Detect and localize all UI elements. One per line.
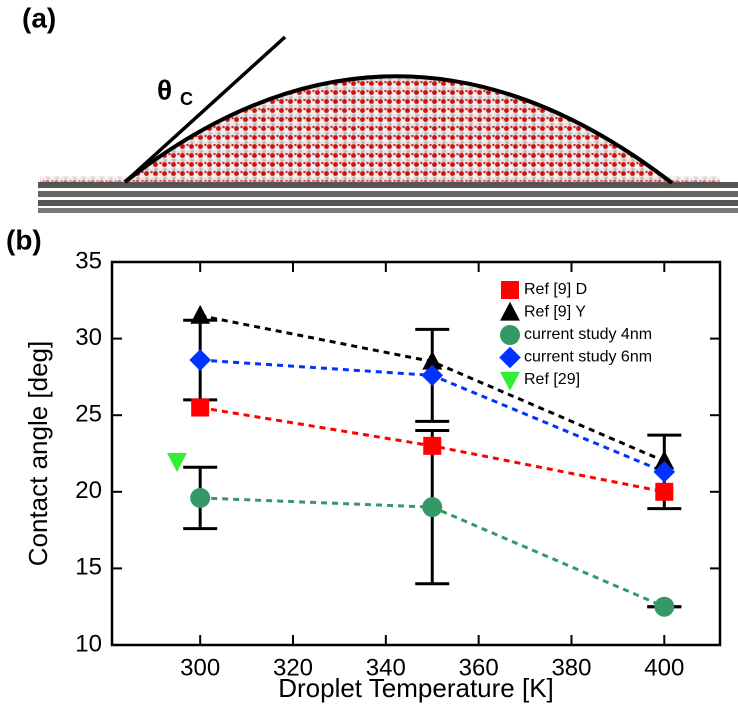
- x-tick-label: 340: [366, 654, 406, 681]
- marker: [421, 364, 444, 387]
- legend-marker: [501, 281, 519, 299]
- x-tick-label: 360: [459, 654, 499, 681]
- y-tick-label: 30: [75, 324, 102, 351]
- substrate: [38, 182, 738, 188]
- marker: [654, 450, 675, 470]
- x-tick-label: 400: [644, 654, 684, 681]
- x-tick-label: 320: [273, 654, 313, 681]
- y-tick-label: 35: [75, 247, 102, 274]
- marker: [190, 487, 211, 508]
- substrate: [38, 208, 738, 213]
- marker: [189, 349, 211, 371]
- marker: [655, 482, 674, 501]
- marker: [654, 596, 675, 617]
- substrate: [38, 200, 738, 206]
- marker: [423, 436, 442, 455]
- x-tick-label: 380: [551, 654, 591, 681]
- panel-a: (a) θ C: [22, 2, 738, 213]
- marker: [653, 461, 676, 483]
- theta-label: θ: [157, 74, 172, 105]
- legend-label: current study 4nm: [524, 326, 652, 343]
- y-axis-label: Contact angle [deg]: [23, 341, 53, 567]
- y-tick-label: 20: [75, 477, 102, 504]
- marker: [167, 453, 187, 472]
- legend-marker: [500, 325, 520, 345]
- legend-label: current study 6nm: [524, 349, 652, 366]
- legend-label: Ref [9] D: [524, 281, 587, 298]
- legend-marker: [500, 301, 520, 321]
- film: [40, 176, 720, 182]
- y-tick-label: 15: [75, 554, 102, 581]
- legend-label: Ref [9] Y: [524, 304, 586, 321]
- plot-frame: [110, 260, 722, 647]
- panel-label: (a): [22, 2, 56, 33]
- x-tick-label: 300: [180, 654, 220, 681]
- marker: [422, 350, 443, 370]
- substrate: [38, 191, 738, 197]
- legend-label: Ref [29]: [524, 371, 580, 388]
- contact-arc: [123, 74, 674, 185]
- legend-marker: [500, 371, 520, 391]
- tangent-line: [123, 35, 287, 184]
- legend-marker: [499, 346, 521, 369]
- panel-b: 10 15 20 25 30 35 300 320 340 360 380 400 Droplet Te…: [23, 247, 722, 703]
- x-axis-label: Droplet Temperature [K]: [278, 673, 554, 703]
- y-tick-label: 25: [75, 401, 102, 428]
- marker: [422, 497, 443, 518]
- marker: [190, 304, 211, 324]
- marker: [191, 398, 210, 417]
- panel-label: (b): [6, 224, 42, 255]
- theta-subscript: C: [180, 89, 193, 109]
- y-tick-label: 10: [75, 630, 102, 657]
